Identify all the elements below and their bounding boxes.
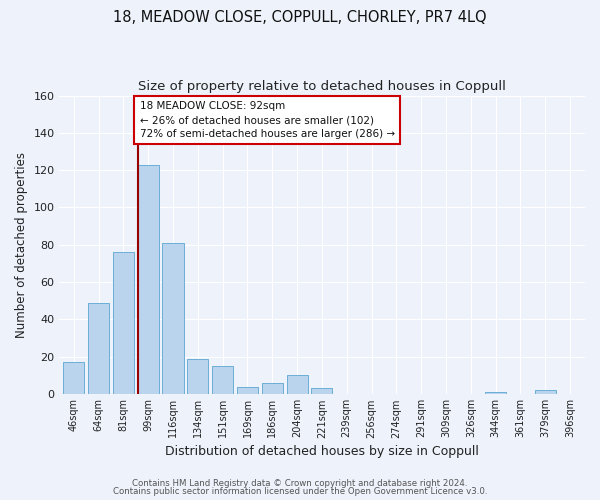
Bar <box>237 386 258 394</box>
Text: 18 MEADOW CLOSE: 92sqm
← 26% of detached houses are smaller (102)
72% of semi-de: 18 MEADOW CLOSE: 92sqm ← 26% of detached… <box>140 101 395 139</box>
Text: Contains HM Land Registry data © Crown copyright and database right 2024.: Contains HM Land Registry data © Crown c… <box>132 478 468 488</box>
Bar <box>63 362 84 394</box>
Text: Contains public sector information licensed under the Open Government Licence v3: Contains public sector information licen… <box>113 487 487 496</box>
Bar <box>262 383 283 394</box>
Bar <box>88 302 109 394</box>
Title: Size of property relative to detached houses in Coppull: Size of property relative to detached ho… <box>138 80 506 93</box>
Y-axis label: Number of detached properties: Number of detached properties <box>15 152 28 338</box>
Bar <box>311 388 332 394</box>
X-axis label: Distribution of detached houses by size in Coppull: Distribution of detached houses by size … <box>165 444 479 458</box>
Bar <box>212 366 233 394</box>
Bar <box>163 243 184 394</box>
Bar <box>485 392 506 394</box>
Bar <box>137 164 159 394</box>
Bar <box>535 390 556 394</box>
Bar <box>187 358 208 394</box>
Text: 18, MEADOW CLOSE, COPPULL, CHORLEY, PR7 4LQ: 18, MEADOW CLOSE, COPPULL, CHORLEY, PR7 … <box>113 10 487 25</box>
Bar <box>113 252 134 394</box>
Bar <box>287 376 308 394</box>
